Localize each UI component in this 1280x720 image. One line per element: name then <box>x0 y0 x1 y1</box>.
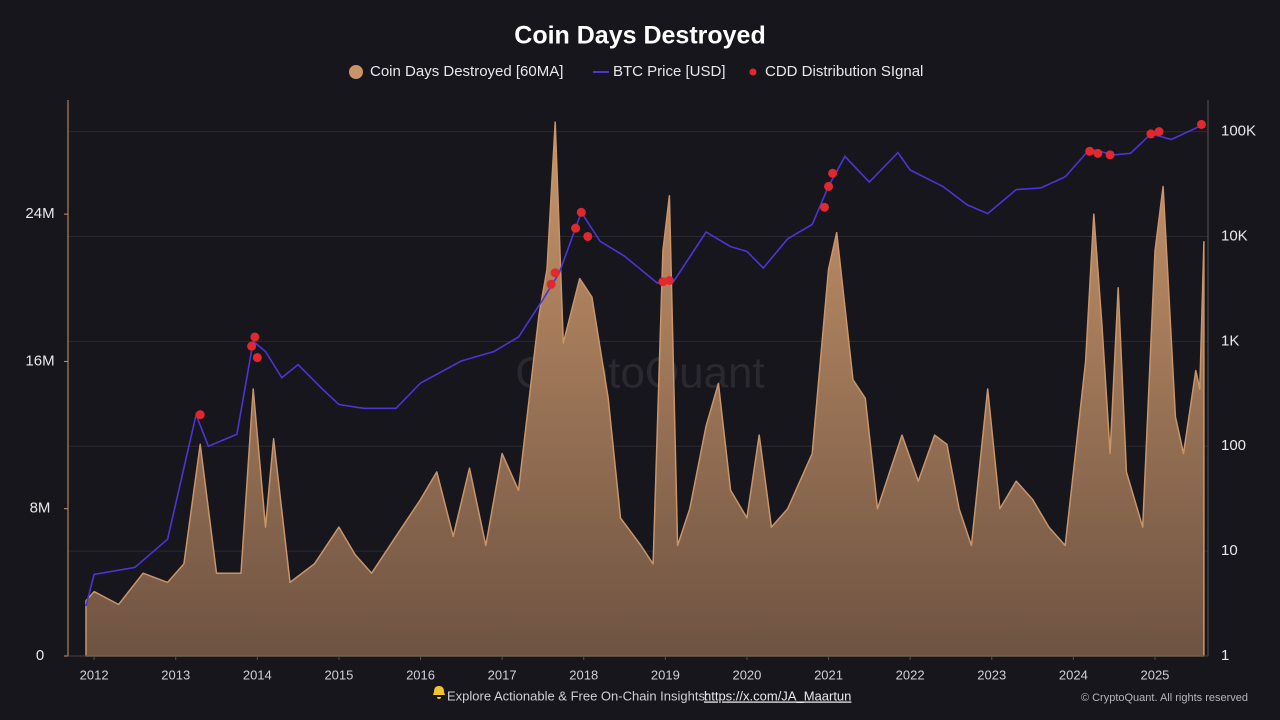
x-tick-label: 2013 <box>161 667 190 682</box>
x-tick-label: 2016 <box>406 667 435 682</box>
x-tick-label: 2025 <box>1140 667 1169 682</box>
y2-tick-label: 100K <box>1221 123 1256 140</box>
footer: Explore Actionable & Free On-Chain Insig… <box>433 686 1248 704</box>
signal-point <box>1154 127 1164 137</box>
footer-text: Explore Actionable & Free On-Chain Insig… <box>447 688 709 703</box>
x-tick-label: 2019 <box>651 667 680 682</box>
x-tick-label: 2015 <box>324 667 353 682</box>
bell-icon <box>433 686 445 699</box>
signal-point <box>546 279 556 289</box>
legend-label: Coin Days Destroyed [60MA] <box>370 63 563 80</box>
x-tick-label: 2023 <box>977 667 1006 682</box>
signal-point <box>1146 129 1156 139</box>
signal-point <box>819 202 829 212</box>
copyright: © CryptoQuant. All rights reserved <box>1081 692 1248 704</box>
signal-point <box>576 207 586 217</box>
y-tick-label: 0 <box>36 647 44 664</box>
y2-tick-label: 10K <box>1221 227 1248 244</box>
signal-point <box>1105 150 1115 160</box>
signal-point <box>252 353 262 363</box>
legend-swatch <box>349 65 363 79</box>
y2-tick-label: 1K <box>1221 332 1239 349</box>
legend-swatch <box>749 68 757 76</box>
y2-tick-label: 1 <box>1221 647 1229 664</box>
y-tick-label: 24M <box>25 205 54 222</box>
signal-point <box>195 410 205 420</box>
plot-area <box>85 119 1206 657</box>
signal-point <box>1196 119 1206 129</box>
x-tick-label: 2014 <box>243 667 272 682</box>
legend: Coin Days Destroyed [60MA] BTC Price [USD… <box>349 63 923 80</box>
footer-link[interactable]: https://x.com/JA_Maartun <box>704 688 851 703</box>
x-tick-label: 2012 <box>80 667 109 682</box>
cdd-area <box>85 121 1205 657</box>
legend-label: BTC Price [USD] <box>613 63 726 80</box>
signal-point <box>664 276 674 286</box>
y-tick-label: 16M <box>25 352 54 369</box>
signal-point <box>550 268 560 278</box>
signal-point <box>828 168 838 178</box>
legend-label: CDD Distribution SIgnal <box>765 63 923 80</box>
x-tick-label: 2020 <box>732 667 761 682</box>
chart-title: Coin Days Destroyed <box>514 22 765 50</box>
signal-point <box>1085 146 1095 156</box>
signal-point <box>824 181 834 191</box>
x-tick-label: 2024 <box>1059 667 1088 682</box>
signal-point <box>1093 148 1103 158</box>
signal-point <box>571 223 581 233</box>
y-tick-label: 8M <box>30 500 51 517</box>
x-tick-label: 2018 <box>569 667 598 682</box>
x-tick-label: 2022 <box>896 667 925 682</box>
x-tick-label: 2017 <box>488 667 517 682</box>
signal-point <box>583 231 593 241</box>
y2-tick-label: 100 <box>1221 437 1246 454</box>
signal-point <box>250 332 260 342</box>
signal-point <box>247 341 257 351</box>
x-tick-label: 2021 <box>814 667 843 682</box>
y2-tick-label: 10 <box>1221 542 1238 559</box>
